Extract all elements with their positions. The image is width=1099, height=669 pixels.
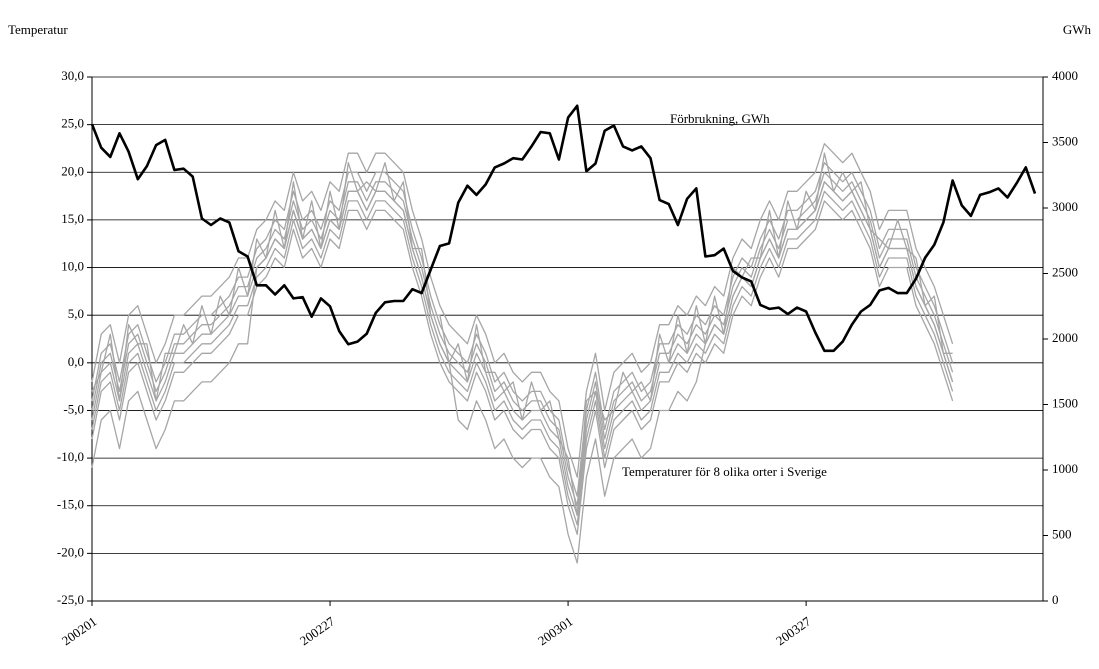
temperature-line [91,171,954,507]
y2-tick-label: 1500 [1052,395,1078,410]
y-tick-label: -15,0 [57,497,84,512]
y-tick-label: 15,0 [61,211,84,226]
temperature-line [91,190,954,526]
y-tick-label: 10,0 [61,259,84,274]
y2-tick-label: 2500 [1052,264,1078,279]
y-tick-label: 30,0 [61,68,84,83]
y-tick-label: -10,0 [57,449,84,464]
y2-tick-label: 2000 [1052,330,1078,345]
annotation: Förbrukning, GWh [670,111,770,126]
y-tick-label: -20,0 [57,544,84,559]
y-tick-label: 20,0 [61,163,84,178]
temperature-line [91,152,953,516]
y-axis-title: Temperatur [8,22,68,37]
y-tick-label: 5,0 [68,306,84,321]
y2-tick-label: 4000 [1052,68,1078,83]
y2-axis-title: GWh [1063,22,1092,37]
consumption-line [90,104,1037,353]
y2-tick-label: 500 [1052,526,1072,541]
y2-tick-label: 3000 [1052,199,1078,214]
y2-tick-label: 0 [1052,592,1059,607]
temperature-line [91,200,954,535]
y-tick-label: -5,0 [63,401,84,416]
annotation: Temperaturer för 8 olika orter i Sverige [622,464,827,479]
temperature-line [91,143,954,478]
y2-tick-label: 1000 [1052,461,1078,476]
y2-tick-label: 3500 [1052,133,1078,148]
temperature-line [91,181,954,564]
y-tick-label: 25,0 [61,116,84,131]
y-tick-label: 0,0 [68,354,84,369]
y-tick-label: -25,0 [57,592,84,607]
